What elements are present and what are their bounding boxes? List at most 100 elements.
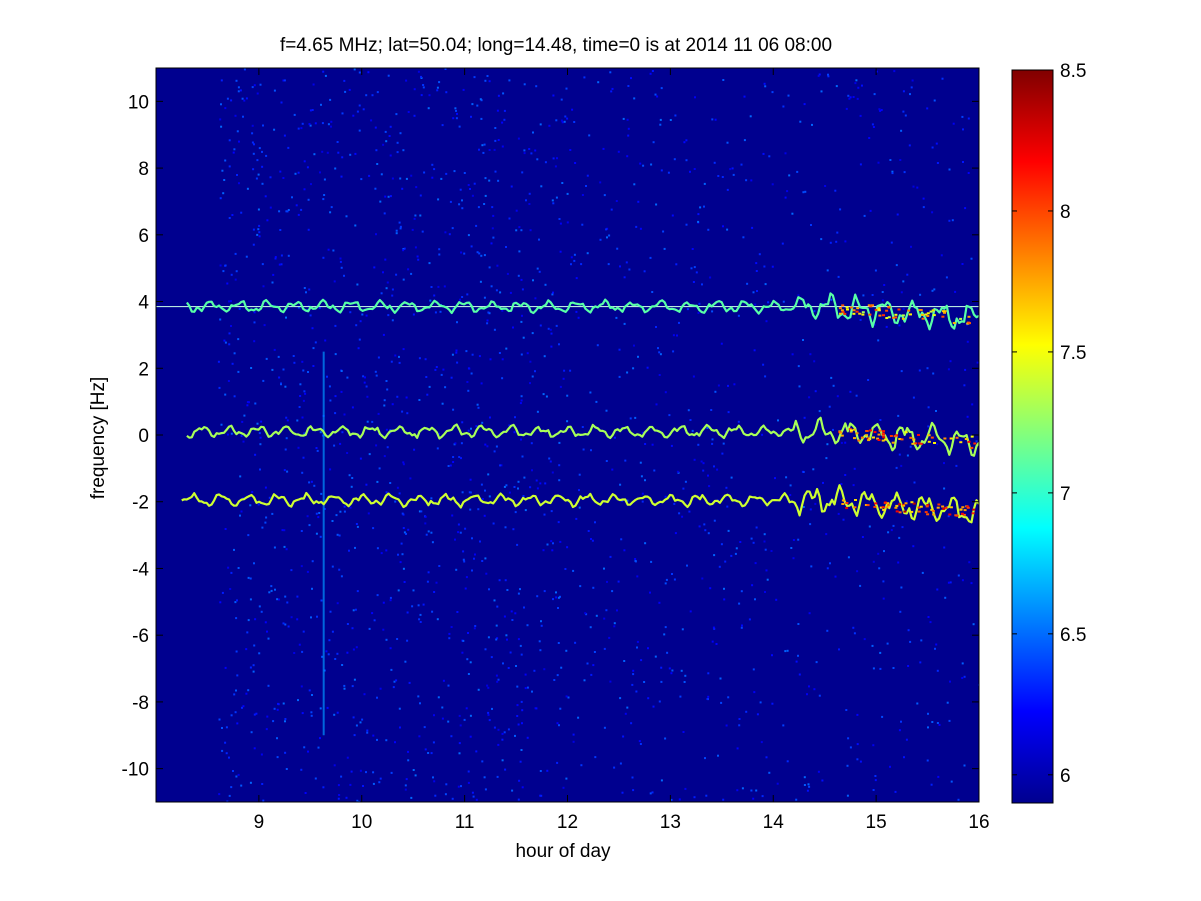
- speckle-cell: [503, 731, 506, 734]
- speckle-cell: [488, 495, 491, 498]
- speckle-cell: [912, 396, 915, 399]
- speckle-cell: [448, 637, 451, 640]
- speckle-cell: [227, 380, 230, 382]
- speckle-cell: [625, 261, 628, 264]
- speckle-cell: [259, 468, 261, 471]
- speckle-cell: [278, 598, 280, 601]
- speckle-cell: [300, 127, 303, 130]
- speckle-cell: [473, 557, 475, 560]
- speckle-cell: [430, 497, 433, 500]
- speckle-cell: [402, 278, 405, 281]
- speckle-cell: [463, 718, 466, 721]
- speckle-cell: [520, 320, 523, 323]
- speckle-cell: [605, 460, 608, 462]
- speckle-cell: [550, 540, 553, 543]
- speckle-cell: [287, 254, 290, 257]
- speckle-cell: [872, 744, 875, 747]
- speckle-cell: [892, 524, 895, 527]
- speckle-cell: [420, 94, 423, 97]
- speckle-cell: [469, 735, 472, 738]
- trace-hotspot: [850, 429, 853, 432]
- speckle-cell: [847, 94, 850, 97]
- speckle-cell: [694, 96, 696, 99]
- speckle-cell: [547, 327, 550, 330]
- speckle-cell: [607, 263, 610, 266]
- speckle-cell: [962, 128, 964, 131]
- speckle-cell: [261, 526, 264, 529]
- trace-hotspot: [926, 315, 930, 317]
- speckle-cell: [377, 356, 380, 359]
- speckle-cell: [813, 310, 816, 313]
- speckle-cell: [952, 122, 955, 125]
- speckle-cell: [273, 128, 276, 131]
- speckle-cell: [633, 183, 636, 186]
- speckle-cell: [523, 149, 526, 152]
- speckle-cell: [319, 535, 322, 538]
- speckle-cell: [223, 339, 226, 342]
- speckle-cell: [459, 724, 462, 727]
- speckle-cell: [314, 122, 317, 125]
- speckle-cell: [488, 588, 490, 591]
- speckle-cell: [219, 318, 222, 321]
- speckle-cell: [521, 314, 523, 317]
- speckle-cell: [882, 580, 885, 583]
- speckle-cell: [278, 263, 281, 266]
- speckle-cell: [792, 557, 795, 560]
- speckle-cell: [586, 662, 589, 665]
- trace-hotspot: [886, 504, 890, 507]
- speckle-cell: [307, 371, 309, 373]
- trace-hotspot: [929, 310, 933, 313]
- speckle-cell: [750, 537, 753, 540]
- speckle-cell: [326, 375, 328, 378]
- speckle-cell: [463, 560, 466, 563]
- speckle-cell: [334, 353, 337, 356]
- speckle-cell: [317, 516, 320, 519]
- speckle-cell: [339, 260, 342, 263]
- speckle-cell: [300, 685, 303, 688]
- speckle-cell: [520, 700, 523, 703]
- speckle-cell: [257, 173, 260, 176]
- speckle-cell: [402, 248, 405, 250]
- speckle-cell: [919, 661, 922, 664]
- speckle-cell: [471, 194, 474, 197]
- speckle-cell: [935, 410, 937, 412]
- speckle-cell: [334, 395, 337, 398]
- speckle-cell: [822, 481, 824, 484]
- speckle-cell: [222, 192, 225, 195]
- speckle-cell: [544, 482, 547, 485]
- speckle-cell: [311, 109, 314, 111]
- speckle-cell: [903, 171, 906, 174]
- speckle-cell: [431, 176, 434, 179]
- speckle-cell: [226, 433, 229, 436]
- speckle-cell: [268, 496, 271, 499]
- speckle-cell: [766, 578, 769, 581]
- speckle-cell: [493, 726, 496, 729]
- speckle-cell: [476, 104, 479, 107]
- speckle-cell: [352, 648, 355, 651]
- speckle-cell: [534, 297, 537, 300]
- speckle-cell: [483, 143, 486, 146]
- speckle-cell: [462, 558, 465, 561]
- speckle-cell: [531, 332, 534, 335]
- speckle-cell: [297, 699, 299, 702]
- speckle-cell: [562, 786, 565, 789]
- speckle-cell: [626, 371, 629, 374]
- speckle-cell: [467, 770, 470, 773]
- speckle-cell: [228, 794, 231, 797]
- speckle-cell: [693, 266, 696, 269]
- speckle-cell: [228, 139, 231, 142]
- speckle-cell: [274, 588, 276, 591]
- speckle-cell: [627, 127, 630, 130]
- speckle-cell: [308, 288, 311, 291]
- speckle-cell: [940, 254, 943, 257]
- speckle-cell: [630, 77, 632, 80]
- speckle-cell: [261, 150, 263, 153]
- trace-hotspot: [970, 435, 974, 438]
- speckle-cell: [283, 469, 286, 472]
- speckle-cell: [484, 194, 487, 197]
- speckle-cell: [297, 127, 300, 130]
- speckle-cell: [472, 795, 475, 798]
- speckle-cell: [678, 512, 681, 515]
- speckle-cell: [420, 77, 423, 79]
- speckle-cell: [486, 684, 489, 687]
